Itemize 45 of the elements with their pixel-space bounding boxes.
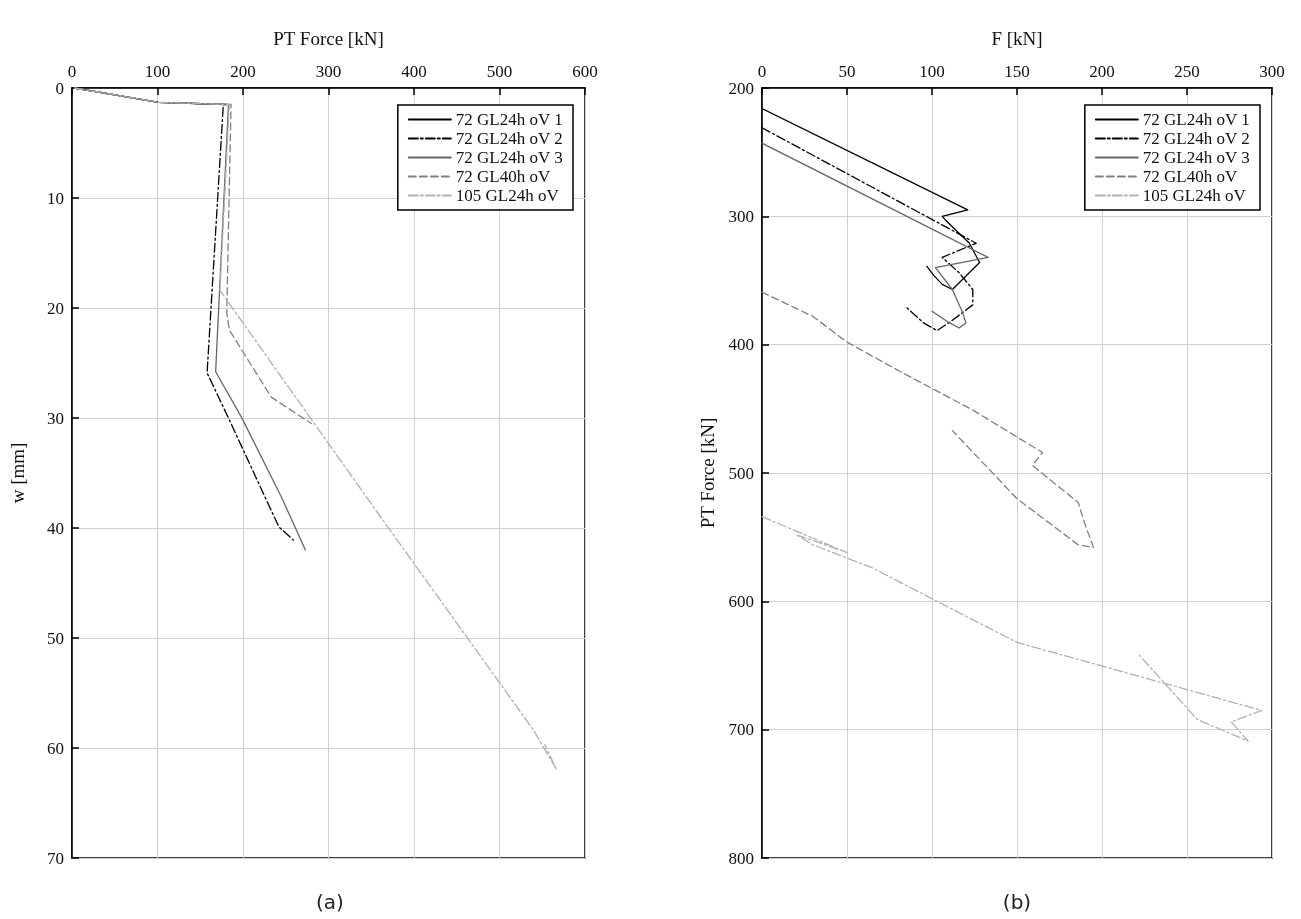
y-tick-label: 400: [728, 335, 754, 355]
legend-label: 72 GL40h oV: [455, 167, 551, 186]
x-tick-label: 200: [1089, 62, 1115, 81]
y-axis-title: w [mm]: [7, 442, 28, 504]
y-tick-label: 500: [728, 463, 754, 483]
y-tick-label: 600: [728, 591, 754, 611]
y-tick-label: 0: [55, 78, 64, 98]
legend-label: 72 GL24h oV 3: [455, 148, 563, 167]
x-tick-label: 0: [67, 62, 77, 81]
y-tick-label: 200: [728, 78, 754, 98]
legend-label: 105 GL24h oV: [455, 186, 560, 205]
x-tick-label: 100: [144, 62, 171, 81]
text: (b): [1001, 890, 1033, 914]
y-tick-label: 800: [728, 848, 754, 868]
y-tick-label: 700: [728, 720, 754, 740]
x-tick-label: 150: [1004, 62, 1030, 81]
text: (a): [315, 890, 345, 914]
legend-label: 72 GL24h oV 2: [1142, 129, 1250, 148]
x-tick-label: 300: [315, 62, 342, 81]
x-axis-title: F [kN]: [991, 28, 1043, 49]
y-tick-label: 10: [47, 188, 64, 208]
x-tick-label: 200: [230, 62, 256, 81]
x-tick-label: 300: [1259, 62, 1285, 81]
legend-label: 72 GL24h oV 1: [455, 110, 563, 129]
legend-label: 72 GL24h oV 1: [1142, 110, 1250, 129]
y-tick-label: 20: [47, 298, 64, 318]
y-tick-label: 30: [47, 408, 64, 428]
y-tick-label: 60: [47, 738, 64, 758]
x-tick-label: 0: [757, 62, 767, 81]
x-tick-label: 50: [838, 62, 856, 81]
legend-label: 72 GL40h oV: [1142, 167, 1238, 186]
x-tick-label: 600: [572, 62, 598, 81]
y-tick-label: 70: [47, 848, 64, 868]
x-axis-title: PT Force [kN]: [273, 28, 384, 49]
y-tick-label: 40: [47, 518, 64, 538]
legend-label: 105 GL24h oV: [1142, 186, 1247, 205]
x-tick-label: 250: [1174, 62, 1200, 81]
y-tick-label: 50: [47, 628, 64, 648]
x-tick-label: 400: [401, 62, 427, 81]
legend-label: 72 GL24h oV 2: [455, 129, 563, 148]
x-tick-label: 100: [919, 62, 945, 81]
y-axis-title: PT Force [kN]: [697, 417, 718, 529]
x-tick-label: 500: [486, 62, 513, 81]
legend-label: 72 GL24h oV 3: [1142, 148, 1250, 167]
y-tick-label: 300: [728, 206, 754, 226]
